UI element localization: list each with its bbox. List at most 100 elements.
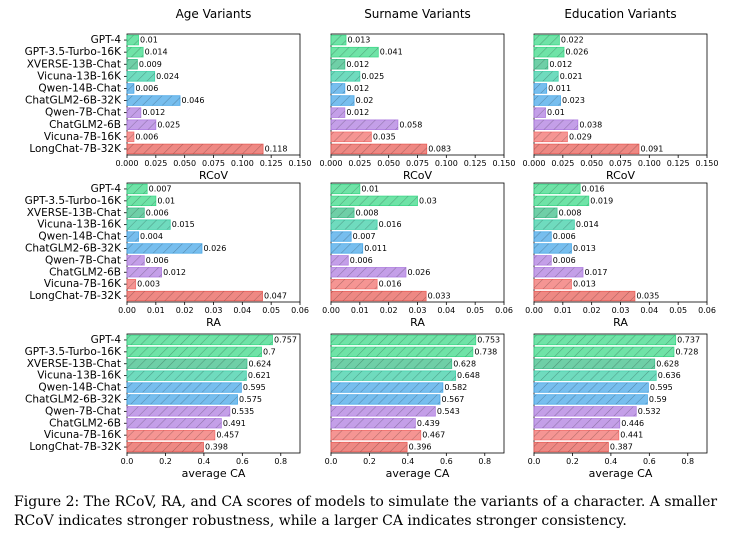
x-tick-label: 0.0 [121, 457, 134, 466]
data-label: 0.012 [346, 84, 369, 93]
x-tick-label: 0.025 [551, 159, 574, 168]
x-tick-label: 0.125 [464, 159, 487, 168]
data-label: 0.038 [579, 120, 602, 129]
bar-hatch [331, 347, 473, 357]
bar-hatch [127, 71, 155, 82]
bar-hatch [127, 243, 202, 254]
data-label: 0.441 [620, 431, 643, 440]
data-label: 0.046 [182, 96, 205, 105]
y-tick-label: Qwen-7B-Chat [45, 107, 121, 119]
bar-hatch [331, 291, 427, 301]
bar-hatch [331, 59, 345, 70]
bar-hatch [127, 358, 247, 369]
bar-hatch [534, 71, 559, 82]
data-label: 0.595 [650, 383, 673, 392]
bar-hatch [534, 95, 561, 106]
data-label: 0.009 [139, 60, 162, 69]
x-axis-label: average CA [589, 467, 653, 480]
x-axis-label: RA [410, 316, 425, 329]
bar-hatch [331, 279, 378, 289]
y-tick-label: ChatGLM2-6B-32K [25, 95, 122, 107]
data-label: 0.023 [562, 96, 585, 105]
x-tick-label: 0.0 [325, 457, 338, 466]
bar-hatch [534, 144, 639, 154]
y-tick-label: Vicuna-7B-16K [44, 278, 122, 290]
bar-hatch [534, 291, 635, 301]
bar-hatch [127, 347, 262, 357]
data-label: 0.022 [561, 36, 584, 45]
bar-hatch [534, 279, 572, 289]
data-label: 0.003 [137, 280, 160, 289]
y-tick-label: GPT-4 [91, 334, 122, 346]
y-tick-label: LongChat-7B-32K [29, 290, 122, 302]
x-tick-label: 0.150 [289, 159, 312, 168]
x-tick-label: 0.8 [478, 457, 491, 466]
data-label: 0.387 [610, 443, 633, 452]
bar-hatch [127, 95, 181, 106]
y-tick-label: GPT-3.5-Turbo-16K [25, 195, 122, 207]
data-label: 0.013 [347, 36, 370, 45]
x-tick-label: 0.025 [348, 159, 371, 168]
data-label: 0.567 [441, 395, 464, 404]
bar-hatch [331, 231, 352, 242]
data-label: 0.016 [379, 280, 402, 289]
y-tick-label: GPT-4 [91, 183, 122, 195]
y-tick-label: ChatGLM2-6B [49, 119, 121, 131]
bar-hatch [331, 335, 476, 345]
data-label: 0.006 [146, 208, 169, 217]
x-tick-label: 0.100 [435, 159, 458, 168]
data-label: 0.016 [379, 220, 402, 229]
bar-hatch [534, 132, 568, 142]
y-tick-label: Vicuna-13B-16K [37, 219, 122, 231]
bar-hatch [127, 219, 171, 230]
x-tick-label: 0.4 [198, 457, 211, 466]
bar-hatch [534, 184, 581, 194]
bar-hatch [331, 418, 416, 429]
bar-hatch [127, 430, 215, 440]
data-label: 0.118 [265, 144, 288, 153]
data-label: 0.012 [142, 108, 165, 117]
x-tick-label: 0.05 [466, 306, 484, 315]
data-label: 0.624 [248, 359, 271, 368]
bar-hatch [127, 196, 156, 206]
bar-hatch [331, 442, 408, 452]
bar-hatch [331, 95, 355, 106]
data-label: 0.012 [163, 268, 186, 277]
y-tick-label: ChatGLM2-6B-32K [25, 393, 122, 405]
data-label: 0.006 [135, 84, 158, 93]
data-label: 0.012 [346, 60, 369, 69]
bar-hatch [534, 107, 546, 118]
bar-hatch [534, 358, 655, 369]
data-label: 0.091 [640, 144, 663, 153]
data-label: 0.012 [549, 60, 572, 69]
data-label: 0.035 [373, 132, 396, 141]
data-label: 0.007 [149, 184, 172, 193]
y-tick-label: Qwen-14B-Chat [38, 231, 121, 243]
bar-hatch [331, 35, 346, 45]
data-label: 0.757 [274, 335, 297, 344]
x-tick-label: 0.6 [440, 457, 453, 466]
bar-hatch [331, 382, 443, 393]
x-tick-label: 0.01 [147, 306, 165, 315]
bar-hatch [534, 267, 584, 278]
x-tick-label: 0.04 [640, 306, 658, 315]
x-tick-label: 0.06 [698, 306, 716, 315]
data-label: 0.006 [135, 132, 158, 141]
bar-hatch [331, 47, 379, 57]
x-axis-label: RA [206, 316, 221, 329]
data-label: 0.01 [547, 108, 565, 117]
x-tick-label: 0.01 [554, 306, 572, 315]
data-label: 0.595 [243, 383, 266, 392]
data-label: 0.011 [548, 84, 571, 93]
bar-hatch [534, 418, 620, 429]
data-label: 0.006 [553, 232, 576, 241]
data-label: 0.7 [263, 347, 276, 356]
bar-hatch [534, 83, 547, 94]
x-tick-label: 0.050 [580, 159, 603, 168]
data-label: 0.029 [569, 132, 592, 141]
bar-hatch [331, 184, 360, 194]
data-label: 0.03 [419, 196, 437, 205]
data-label: 0.543 [437, 407, 460, 416]
bar-hatch [127, 207, 145, 218]
bar-hatch [534, 47, 564, 57]
